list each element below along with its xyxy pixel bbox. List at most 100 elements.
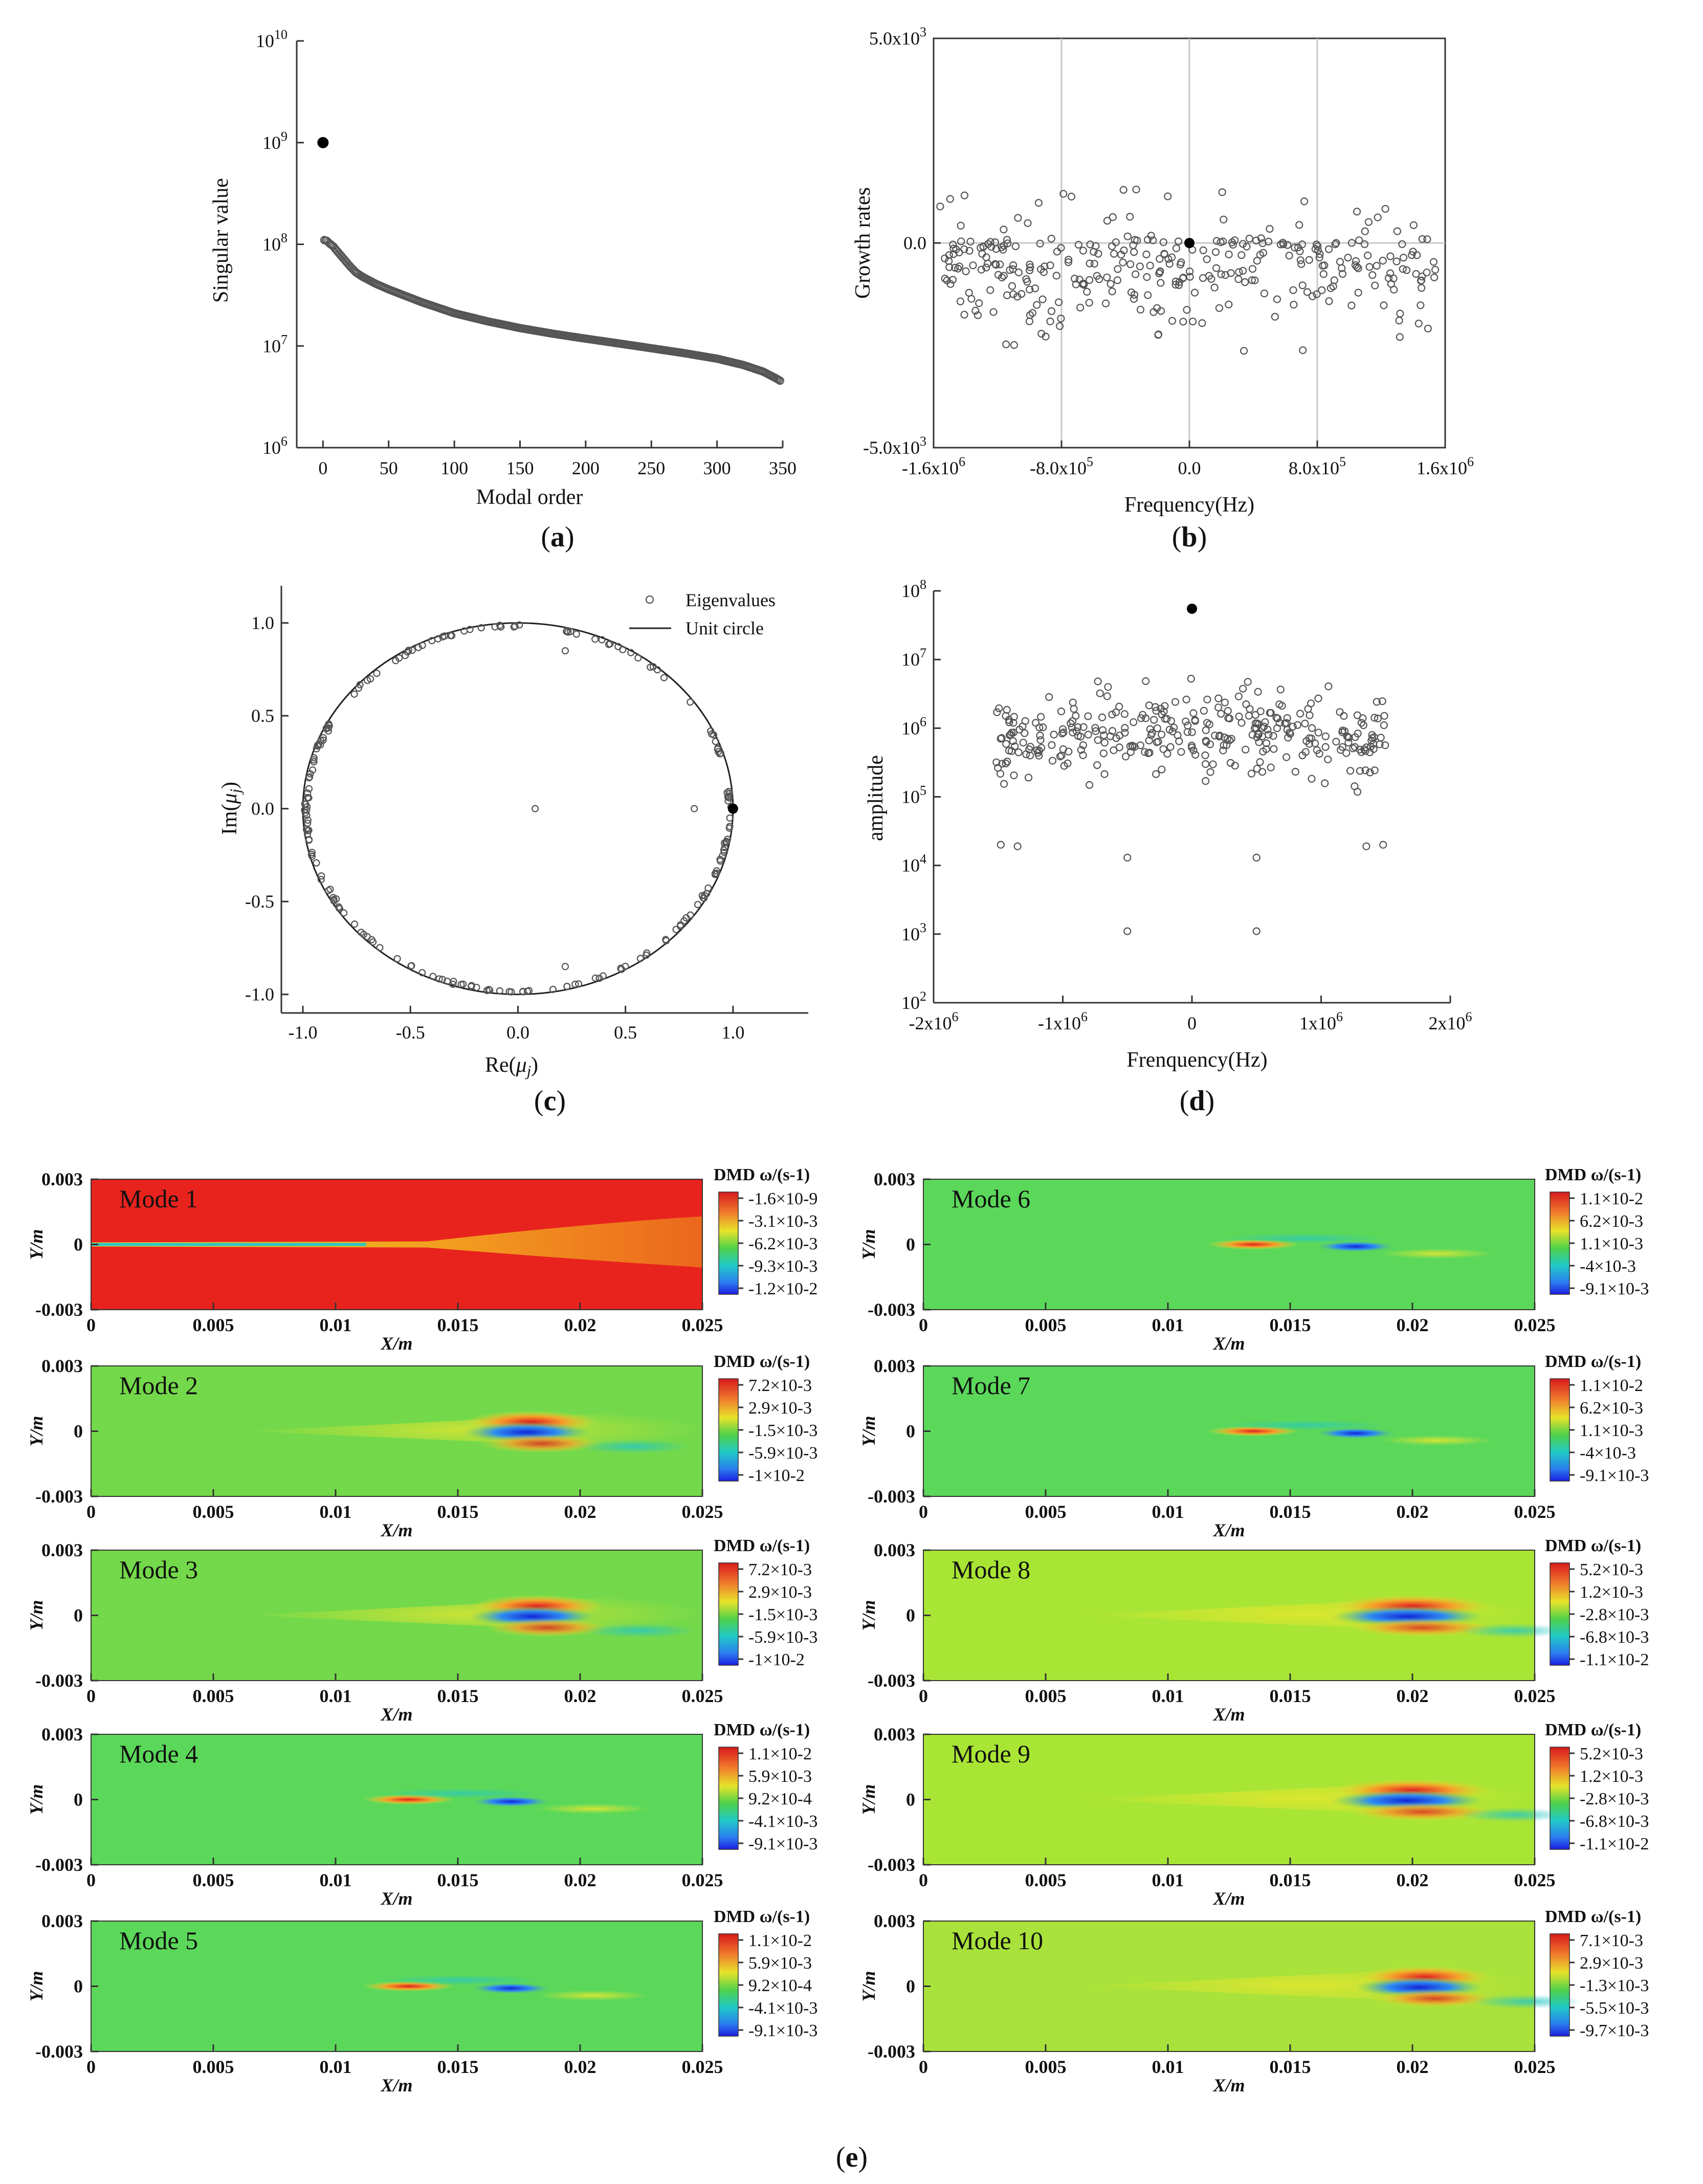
panel-b-point <box>1130 291 1139 299</box>
mode-6-xtick-label: 0.015 <box>1270 1315 1311 1335</box>
mode-9-colorbar-level: -1.1×10-2 <box>1580 1835 1649 1854</box>
panel-b-point <box>1392 257 1401 266</box>
panel-d-point <box>1273 714 1282 722</box>
panel-c-point <box>305 835 313 844</box>
panel-d-point <box>1094 677 1102 686</box>
mode-10-colorbar-level: 2.9×10-3 <box>1580 1954 1643 1973</box>
panel-b-point <box>1418 284 1426 292</box>
mode-3-xtick-label: 0.005 <box>193 1686 234 1706</box>
panel-c-point <box>614 643 622 651</box>
panel-a-ytick-label: 1010 <box>256 27 287 51</box>
panel-d-point <box>1189 709 1198 717</box>
panel-b-point <box>1179 274 1187 282</box>
mode-6-yellow-lobe <box>1381 1248 1494 1259</box>
panel-b-point <box>982 263 990 272</box>
panel-b-point <box>1003 291 1011 299</box>
panel-b-point <box>1297 260 1306 268</box>
mode-3-xtick-label: 0.01 <box>320 1686 352 1706</box>
panel-c-point <box>477 624 485 632</box>
panel-e-caption: (e) <box>836 2142 868 2173</box>
panel-d-point <box>1166 743 1175 751</box>
panel-b-point <box>1360 240 1369 248</box>
panel-d-point <box>1242 700 1250 709</box>
panel-d-point <box>1157 704 1165 713</box>
mode-1-ytick-label: 0 <box>74 1234 83 1255</box>
panel-d-point <box>1202 726 1210 735</box>
panel-c-point <box>306 770 314 778</box>
panel-d-point <box>1074 732 1082 740</box>
mode-6-xtick-label: 0.005 <box>1025 1315 1067 1335</box>
mode-8-xtick-label: 0.01 <box>1152 1686 1184 1706</box>
panel-d-point <box>1200 707 1208 715</box>
panel-b-point <box>1183 306 1191 314</box>
mode-3-colorbar-level: -1.5×10-3 <box>748 1605 817 1624</box>
panel-d-point <box>1342 749 1351 757</box>
panel-c-point <box>662 937 670 944</box>
panel-b-point <box>1364 218 1373 226</box>
panel-b-point <box>1417 301 1425 310</box>
panel-b-point <box>1000 225 1008 234</box>
panel-d-point <box>1301 719 1309 727</box>
mode-4-colorbar-level: 9.2×10-4 <box>748 1790 812 1808</box>
mode-10-ytick-label: 0 <box>906 1976 915 1997</box>
panel-d-point <box>1267 763 1275 771</box>
mode-6-ytick-label: 0.003 <box>874 1169 915 1189</box>
panel-c-point <box>322 725 330 733</box>
mode-5-colorbar-title: DMD ω/(s-1) <box>714 1907 810 1926</box>
mode-7-colorbar <box>1550 1378 1570 1482</box>
panel-c-point <box>468 983 475 990</box>
mode-1-xlabel: X/m <box>380 1333 412 1354</box>
mode-5-colorbar-level: -9.1×10-3 <box>748 2021 817 2040</box>
panel-b-point <box>955 248 963 256</box>
panel-c-point <box>591 974 599 982</box>
panel-a-xtick-label: 350 <box>769 458 797 478</box>
panel-c-point <box>326 886 334 893</box>
mode-2-xtick-label: 0.015 <box>437 1502 479 1522</box>
panel-d-ytick-label: 108 <box>901 577 926 601</box>
panel-a-xtick-label: 150 <box>506 458 534 478</box>
panel-d-point <box>1221 698 1229 707</box>
panel-d-point <box>1036 736 1045 744</box>
panel-d-point <box>1059 729 1068 737</box>
panel-c-xtick-label: 0.0 <box>506 1022 529 1043</box>
mode-5-xtick-label: 0.01 <box>320 2057 352 2077</box>
panel-b-point <box>1175 281 1183 289</box>
panel-b-point <box>1003 236 1011 244</box>
panel-d-point <box>1321 779 1329 787</box>
panel-b-point <box>1164 192 1172 201</box>
mode-1-xtick-label: 0.02 <box>564 1315 596 1335</box>
panel-b-caption-letter: b <box>1181 521 1197 553</box>
panel-d-point <box>1098 713 1107 721</box>
panel-b-xtick-label: 0.0 <box>1178 458 1201 478</box>
panel-b-ytick-label: -5.0x103 <box>863 434 926 458</box>
panel-c-point <box>720 846 728 854</box>
panel-d-point <box>1048 757 1057 765</box>
panel-c-point <box>713 867 720 875</box>
mode-4-xtick-label: 0.025 <box>682 1870 723 1890</box>
mode-2-ytick-label: -0.003 <box>35 1486 83 1507</box>
mode-6-label: Mode 6 <box>952 1184 1030 1213</box>
panel-d-point <box>1340 712 1348 720</box>
panel-b-point <box>1248 276 1256 284</box>
panel-b-point <box>1126 260 1135 269</box>
panel-d-point <box>1034 748 1042 757</box>
mode-7-xtick-label: 0.025 <box>1514 1502 1556 1522</box>
panel-d-point <box>1254 688 1262 696</box>
panel-d-point <box>1098 726 1107 734</box>
panel-b-point <box>992 261 1000 269</box>
panel-b-point <box>1041 262 1049 271</box>
panel-b-point <box>1086 240 1094 249</box>
panel-c-point <box>598 636 606 644</box>
panel-b-point <box>1149 236 1157 245</box>
panel-b-point <box>1132 185 1140 194</box>
panel-b-growth-rates: -1.6x106 -8.0x105 0.0 8.0x105 1.6x106 5.0x10… <box>851 25 1474 553</box>
panel-b-point <box>1074 240 1082 249</box>
panel-b-point <box>1241 278 1249 286</box>
panel-c-point <box>448 632 456 639</box>
mode-7-colorbar-level: -4×10-3 <box>1580 1444 1636 1463</box>
mode-10-xtick-label: 0 <box>919 2057 928 2077</box>
panel-d-point <box>1150 716 1158 724</box>
panel-c-xtick-label: -1.0 <box>289 1022 318 1043</box>
panel-d-point <box>1059 745 1067 754</box>
panel-b-point <box>984 259 992 268</box>
